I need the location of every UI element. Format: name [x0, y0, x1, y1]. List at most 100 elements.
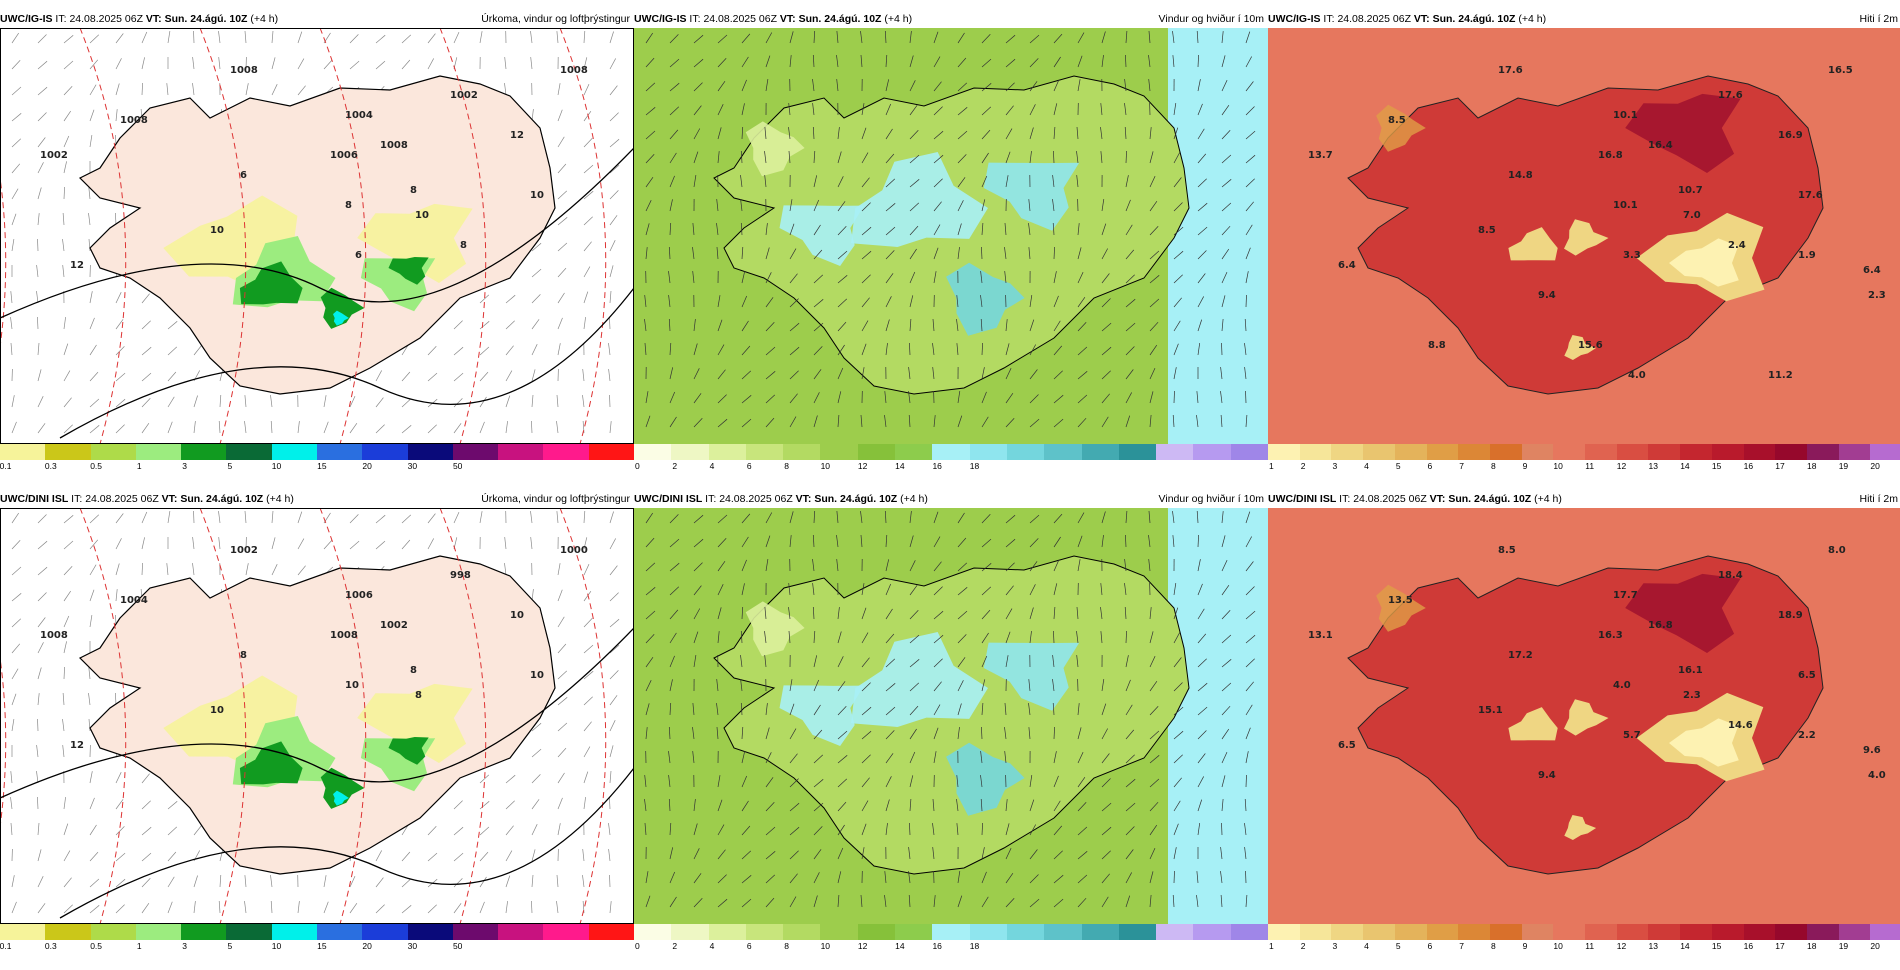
- colorbar-segment: [498, 924, 543, 940]
- colorbar-segment: [783, 444, 820, 460]
- colorbar-tick-label: 2: [672, 461, 677, 471]
- colorbar-segment: [1553, 444, 1585, 460]
- colorbar-tick-label: 0.5: [90, 461, 102, 471]
- init-time: 24.08.2025 06Z: [85, 493, 159, 505]
- map-value-label: 1006: [345, 590, 373, 601]
- colorbar-segment: [1193, 444, 1230, 460]
- panel-title: Vindur og hviður í 10m: [1159, 490, 1264, 508]
- colorbar-segment: [1363, 444, 1395, 460]
- map-value-label: 16.9: [1778, 130, 1803, 141]
- map-value-label: 10.1: [1613, 200, 1638, 211]
- colorbar-tick-label: 10: [1553, 461, 1562, 471]
- map-value-label: 12: [70, 260, 84, 271]
- wind-arrow: [1246, 391, 1247, 403]
- panel-header: UWC/IG-IS IT: 24.08.2025 06Z VT: Sun. 24…: [1268, 10, 1900, 28]
- it-label: IT:: [71, 493, 82, 505]
- wind-arrow: [1174, 871, 1175, 883]
- forecast-panel-precip: UWC/IG-IS IT: 24.08.2025 06Z VT: Sun. 24…: [0, 10, 634, 490]
- colorbar-segment: [1231, 444, 1268, 460]
- map-value-label: 2.2: [1798, 730, 1816, 741]
- colorbar-segment: [1082, 444, 1119, 460]
- colorbar-tick-label: 7: [1459, 461, 1464, 471]
- map-value-label: 16.4: [1648, 140, 1673, 151]
- colorbar-segment: [317, 444, 362, 460]
- colorbar-segment: [1490, 924, 1522, 940]
- colorbar-tick-label: 9: [1523, 461, 1528, 471]
- colorbar-segment: [932, 924, 969, 940]
- map-value-label: 8: [410, 185, 417, 196]
- model-name: UWC/IG-IS: [634, 13, 687, 25]
- colorbar-segment: [1744, 924, 1776, 940]
- colorbar-segment: [1712, 924, 1744, 940]
- colorbar-tick-label: 8: [784, 461, 789, 471]
- map-value-label: 16.8: [1598, 150, 1623, 161]
- colorbar-segment: [1744, 444, 1776, 460]
- it-label: IT:: [1323, 13, 1334, 25]
- map-value-label: 3.3: [1623, 250, 1641, 261]
- colorbar-segment: [91, 444, 136, 460]
- map-value-label: 8.5: [1498, 545, 1516, 556]
- map-value-label: 7.0: [1683, 210, 1701, 221]
- colorbar-segment: [1268, 444, 1300, 460]
- colorbar-segment: [136, 924, 181, 940]
- colorbar-tick-label: 8: [1491, 461, 1496, 471]
- it-label: IT:: [689, 13, 700, 25]
- colorbar-tick-label: 0.3: [45, 461, 57, 471]
- wind-arrow: [610, 875, 611, 887]
- vt-label: VT:: [780, 13, 796, 25]
- colorbar-segment: [1522, 924, 1554, 940]
- forecast-map[interactable]: [634, 508, 1268, 924]
- vt-label: VT:: [796, 493, 812, 505]
- map-value-label: 6.4: [1338, 260, 1356, 271]
- colorbar-segment: [970, 924, 1007, 940]
- colorbar-segment: [1617, 444, 1649, 460]
- forecast-map[interactable]: [634, 28, 1268, 444]
- colorbar-tick-label: 15: [1712, 461, 1721, 471]
- map-value-label: 12: [70, 740, 84, 751]
- map-value-label: 13.7: [1308, 150, 1333, 161]
- map-value-label: 1008: [330, 630, 358, 641]
- colorbar-tick-label: 18: [970, 461, 979, 471]
- forecast-panel-wind: UWC/IG-IS IT: 24.08.2025 06Z VT: Sun. 24…: [634, 10, 1268, 490]
- colorbar-segment: [1680, 444, 1712, 460]
- init-time: 24.08.2025 06Z: [1337, 13, 1411, 25]
- map-value-label: 15.6: [1578, 340, 1603, 351]
- colorbar-segment: [783, 924, 820, 940]
- map-canvas: [634, 28, 1268, 444]
- map-value-label: 6: [240, 170, 247, 181]
- lead-time: (+4 h): [884, 13, 912, 25]
- map-value-label: 8.0: [1828, 545, 1846, 556]
- map-value-label: 10: [530, 190, 544, 201]
- colorbar-segment: [1231, 924, 1268, 940]
- colorbar-segment: [272, 444, 317, 460]
- vt-label: VT:: [146, 13, 162, 25]
- colorbar-tick-label: 3: [1332, 461, 1337, 471]
- colorbar-tick-label: 16: [932, 461, 941, 471]
- colorbar-segment: [1617, 924, 1649, 940]
- colorbar-tick-label: 11: [1585, 461, 1594, 471]
- colorbar-segment: [820, 924, 857, 940]
- valid-time: Sun. 24.ágú. 10Z: [165, 13, 248, 25]
- map-value-label: 14.6: [1728, 720, 1753, 731]
- wind-arrow: [194, 511, 195, 523]
- map-value-label: 8: [410, 665, 417, 676]
- panel-header: UWC/DINI ISL IT: 24.08.2025 06Z VT: Sun.…: [0, 490, 634, 508]
- map-value-label: 2.4: [1728, 240, 1746, 251]
- map-value-label: 4.0: [1868, 770, 1886, 781]
- it-label: IT:: [705, 493, 716, 505]
- colorbar-segment: [1712, 444, 1744, 460]
- colorbar-segment: [181, 924, 226, 940]
- colorbar-segment: [543, 444, 588, 460]
- colorbar-segment: [1839, 924, 1871, 940]
- map-value-label: 17.6: [1798, 190, 1823, 201]
- colorbar-segment: [0, 924, 45, 940]
- colorbar-tick-label: 5: [1396, 461, 1401, 471]
- map-value-label: 8.5: [1478, 225, 1496, 236]
